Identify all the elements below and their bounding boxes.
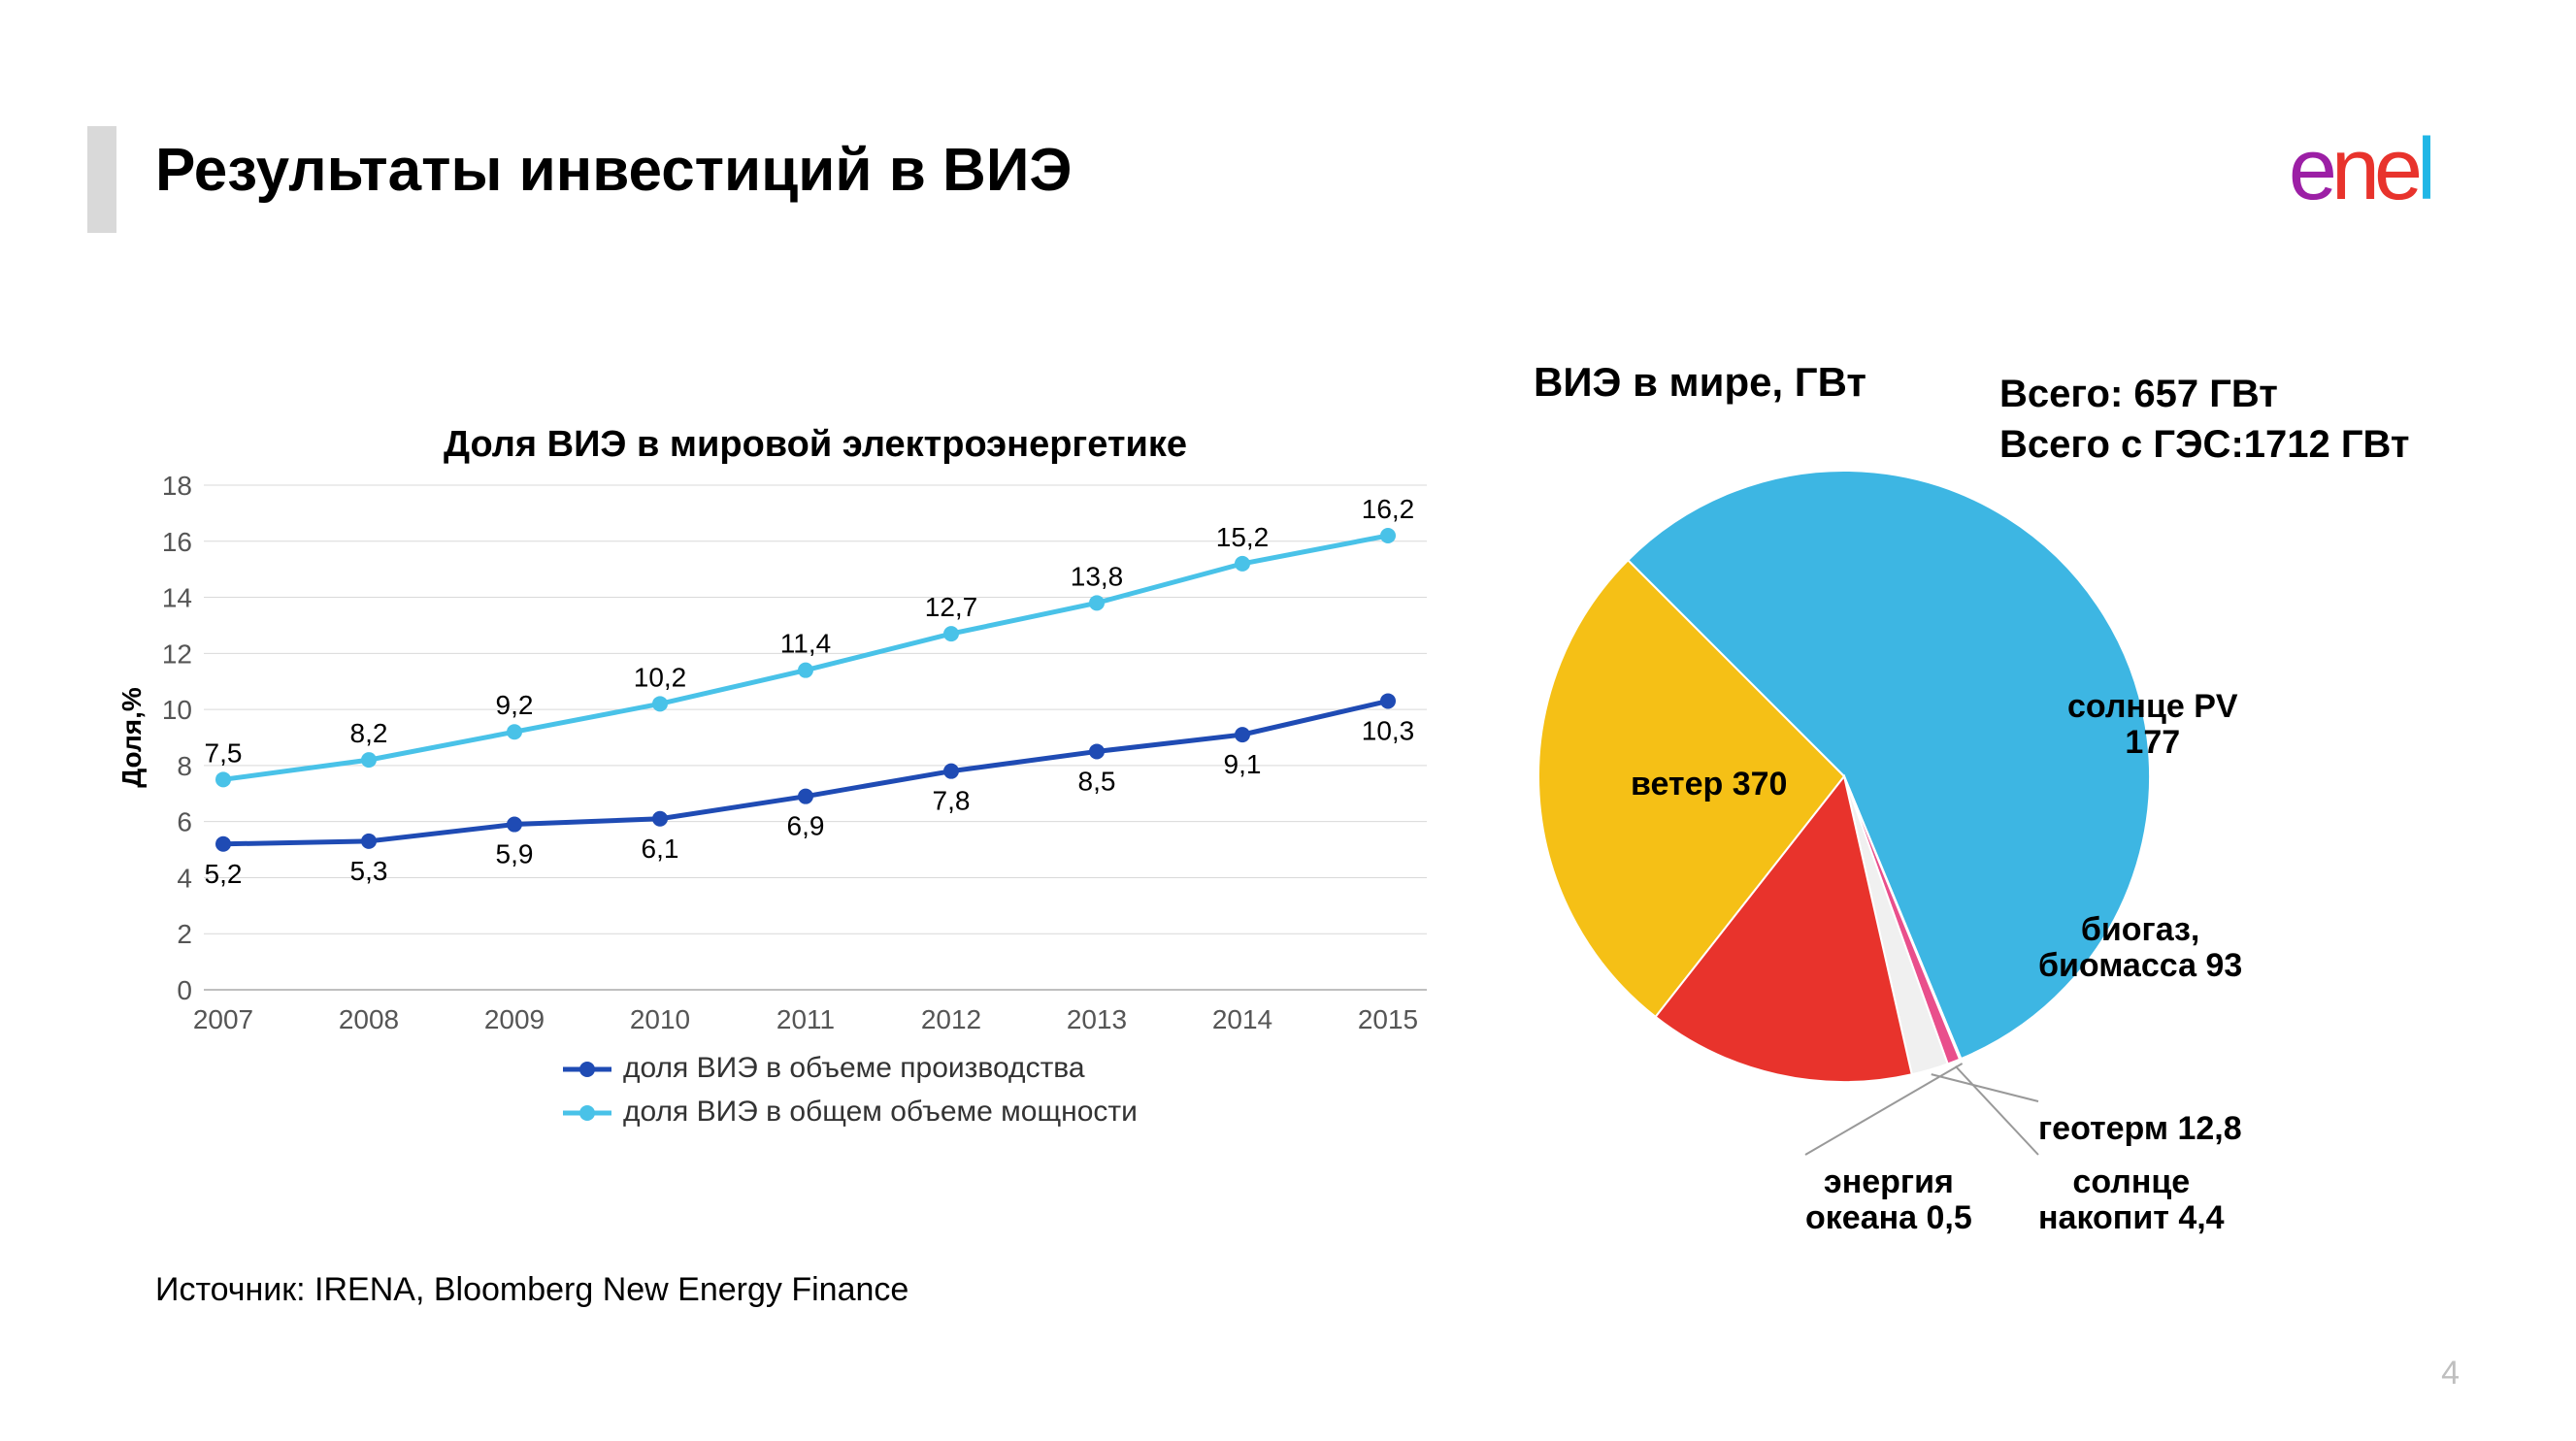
- source-text: Источник: IRENA, Bloomberg New Energy Fi…: [155, 1271, 908, 1309]
- svg-text:12,7: 12,7: [925, 592, 978, 622]
- svg-text:10,3: 10,3: [1362, 715, 1415, 745]
- logo-letter: l: [2417, 126, 2430, 213]
- svg-text:2007: 2007: [193, 1004, 253, 1034]
- svg-text:4: 4: [177, 863, 192, 893]
- svg-text:2011: 2011: [776, 1004, 835, 1034]
- svg-text:6,9: 6,9: [787, 811, 825, 841]
- svg-text:2: 2: [177, 919, 192, 949]
- svg-text:15,2: 15,2: [1216, 522, 1270, 552]
- pie-svg: [1437, 417, 2456, 1223]
- svg-text:8: 8: [177, 751, 192, 781]
- title-accent-bar: [87, 126, 116, 233]
- pie-label-энергия океана: энергия океана 0,5: [1805, 1164, 1972, 1237]
- svg-text:2012: 2012: [921, 1004, 981, 1034]
- svg-text:доля ВИЭ в объеме производства: доля ВИЭ в объеме производства: [623, 1052, 1085, 1084]
- svg-text:Доля ВИЭ в мировой электроэнер: Доля ВИЭ в мировой электроэнергетике: [444, 424, 1187, 465]
- pie-label-солнце PV: солнце PV 177: [2067, 689, 2238, 762]
- svg-text:14: 14: [162, 583, 192, 613]
- pie-label-ветер: ветер 370: [1631, 767, 1787, 802]
- svg-text:6,1: 6,1: [642, 834, 679, 864]
- logo-letter: n: [2331, 126, 2374, 213]
- svg-text:8,2: 8,2: [350, 718, 388, 748]
- svg-text:6: 6: [177, 807, 192, 837]
- svg-text:Доля,%: Доля,%: [116, 687, 147, 788]
- svg-text:2010: 2010: [630, 1004, 690, 1034]
- svg-text:доля ВИЭ в общем объеме мощнос: доля ВИЭ в общем объеме мощности: [623, 1096, 1138, 1128]
- svg-text:16,2: 16,2: [1362, 494, 1415, 524]
- svg-text:2013: 2013: [1067, 1004, 1127, 1034]
- logo-letter: e: [2289, 126, 2331, 213]
- svg-text:18: 18: [162, 471, 192, 501]
- svg-text:7,8: 7,8: [933, 786, 971, 816]
- slide-title: Результаты инвестиций в ВИЭ: [155, 136, 1073, 205]
- total-line-1: Всего: 657 ГВт: [1999, 369, 2409, 419]
- svg-text:5,2: 5,2: [205, 859, 243, 889]
- svg-text:0: 0: [177, 975, 192, 1005]
- pie-chart: ветер 370энергия океана 0,5солнце накопи…: [1437, 417, 2456, 1223]
- pie-label-геотерм: геотерм 12,8: [2038, 1111, 2242, 1147]
- svg-text:13,8: 13,8: [1071, 561, 1124, 591]
- svg-text:2008: 2008: [339, 1004, 399, 1034]
- svg-text:16: 16: [162, 527, 192, 557]
- svg-text:8,5: 8,5: [1078, 766, 1116, 796]
- logo-letter: e: [2374, 126, 2417, 213]
- pie-chart-title: ВИЭ в мире, ГВт: [1534, 359, 1866, 406]
- svg-text:7,5: 7,5: [205, 737, 243, 768]
- enel-logo: e n e l: [2289, 126, 2430, 213]
- svg-text:11,4: 11,4: [780, 629, 831, 659]
- svg-text:5,9: 5,9: [496, 839, 534, 869]
- pie-label-биогаз: биогаз, биомасса 93: [2038, 912, 2242, 985]
- svg-text:5,3: 5,3: [350, 856, 388, 886]
- pie-label-солнце накопит: солнце накопит 4,4: [2038, 1164, 2225, 1237]
- svg-text:10,2: 10,2: [634, 662, 687, 692]
- svg-text:9,1: 9,1: [1224, 749, 1262, 779]
- page-number: 4: [2441, 1355, 2460, 1392]
- svg-text:2015: 2015: [1358, 1004, 1418, 1034]
- svg-text:10: 10: [162, 695, 192, 725]
- svg-text:12: 12: [162, 639, 192, 669]
- svg-text:9,2: 9,2: [496, 690, 534, 720]
- svg-text:2014: 2014: [1212, 1004, 1272, 1034]
- line-chart: Доля ВИЭ в мировой электроэнергетике 0 2 4 6…: [116, 417, 1475, 1155]
- svg-text:2009: 2009: [484, 1004, 545, 1034]
